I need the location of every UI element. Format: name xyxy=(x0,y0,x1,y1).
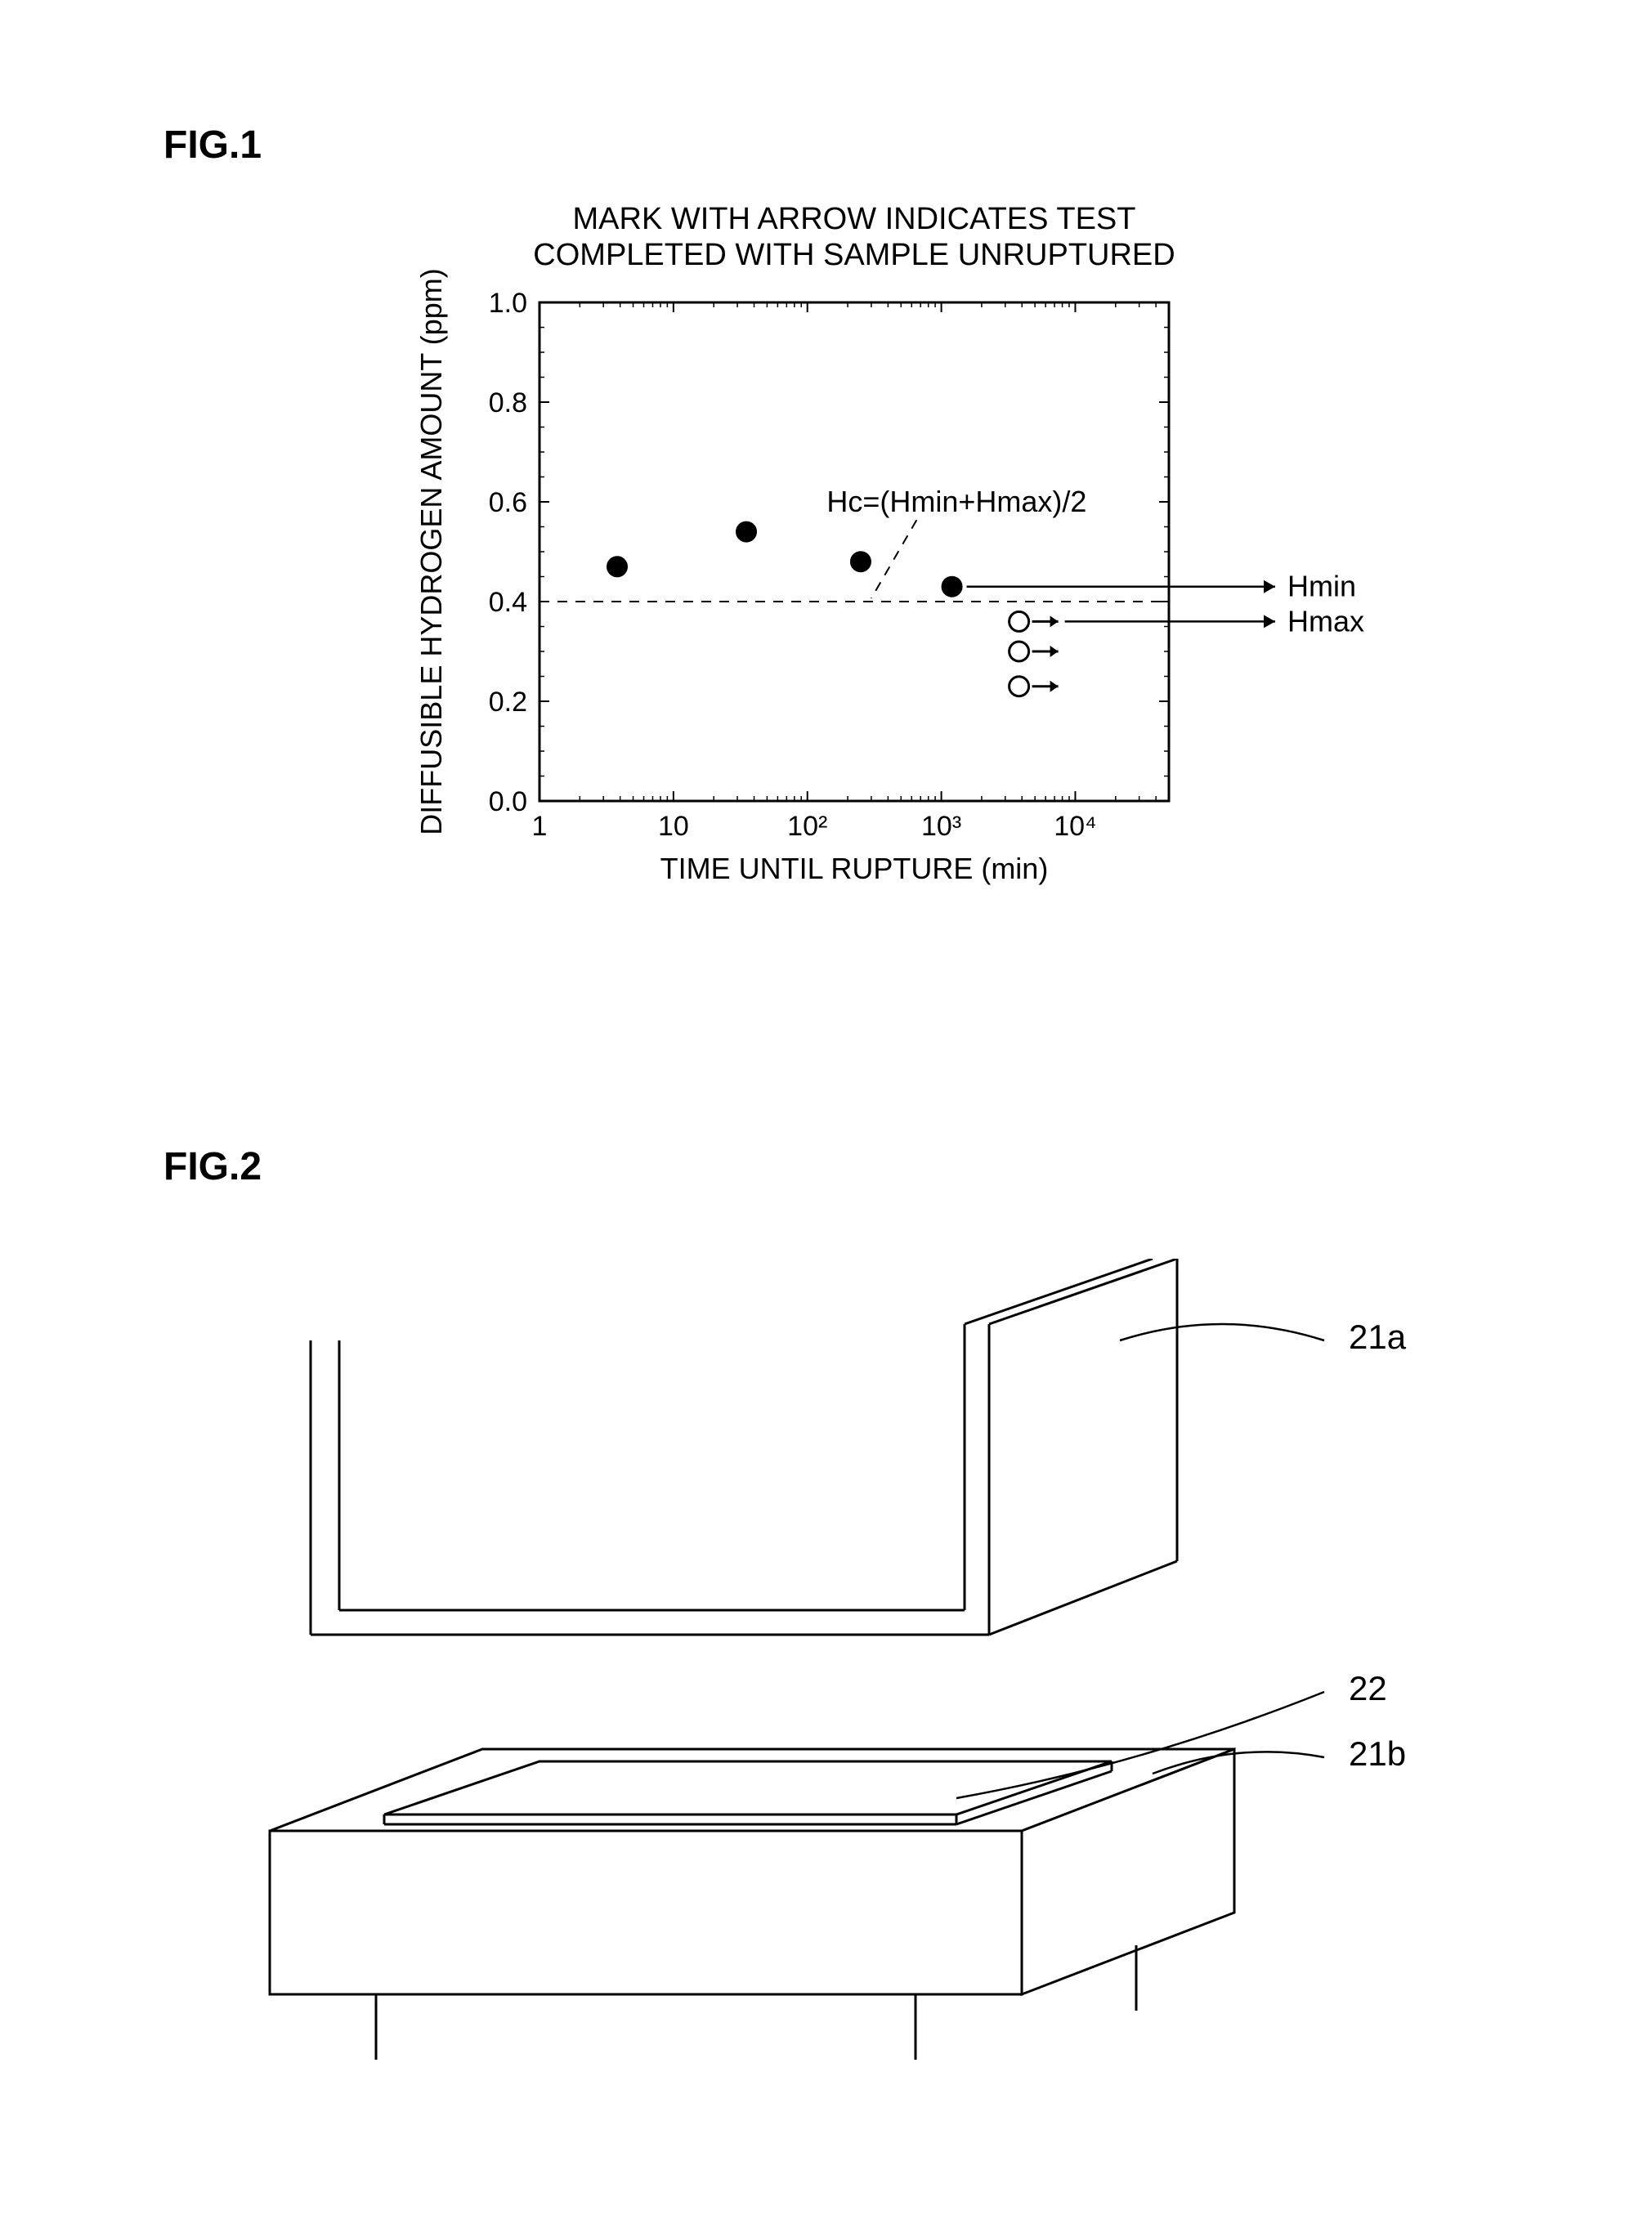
fig1-label-text: FIG.1 xyxy=(163,123,262,167)
svg-text:MARK WITH ARROW INDICATES TEST: MARK WITH ARROW INDICATES TEST xyxy=(573,202,1136,236)
page: FIG.1 MARK WITH ARROW INDICATES TESTCOMP… xyxy=(0,0,1652,2215)
fig2-diagram: 21a 22 21b xyxy=(123,1259,1512,2076)
svg-text:COMPLETED WITH SAMPLE UNRUPTUR: COMPLETED WITH SAMPLE UNRUPTURED xyxy=(533,238,1175,272)
svg-text:TIME UNTIL RUPTURE (min): TIME UNTIL RUPTURE (min) xyxy=(660,852,1049,885)
svg-text:10: 10 xyxy=(658,811,689,842)
svg-text:Hmax: Hmax xyxy=(1287,604,1364,638)
svg-text:10²: 10² xyxy=(787,811,827,842)
svg-text:21a: 21a xyxy=(1349,1318,1407,1356)
svg-text:Hc=(Hmin+Hmax)/2: Hc=(Hmin+Hmax)/2 xyxy=(826,485,1086,518)
svg-text:0.4: 0.4 xyxy=(489,587,527,618)
chart-svg: MARK WITH ARROW INDICATES TESTCOMPLETED … xyxy=(351,196,1398,948)
svg-text:21b: 21b xyxy=(1349,1734,1406,1773)
svg-text:1: 1 xyxy=(532,811,548,842)
svg-text:10⁴: 10⁴ xyxy=(1054,811,1096,842)
svg-text:10³: 10³ xyxy=(921,811,961,842)
svg-text:DIFFUSIBLE HYDROGEN AMOUNT (pp: DIFFUSIBLE HYDROGEN AMOUNT (ppm) xyxy=(414,268,448,835)
svg-text:0.2: 0.2 xyxy=(489,687,527,718)
fig2-label-text: FIG.2 xyxy=(163,1145,262,1188)
svg-text:22: 22 xyxy=(1349,1669,1387,1707)
svg-text:Hmin: Hmin xyxy=(1287,570,1356,603)
fig1-chart: MARK WITH ARROW INDICATES TESTCOMPLETED … xyxy=(351,196,1398,948)
svg-text:0.0: 0.0 xyxy=(489,786,527,817)
diagram-svg: 21a 22 21b xyxy=(123,1259,1512,2076)
fig1-label: FIG.1 xyxy=(163,123,262,168)
svg-text:1.0: 1.0 xyxy=(489,288,527,319)
svg-text:0.8: 0.8 xyxy=(489,387,527,418)
svg-text:0.6: 0.6 xyxy=(489,487,527,518)
fig2-label: FIG.2 xyxy=(163,1144,262,1189)
